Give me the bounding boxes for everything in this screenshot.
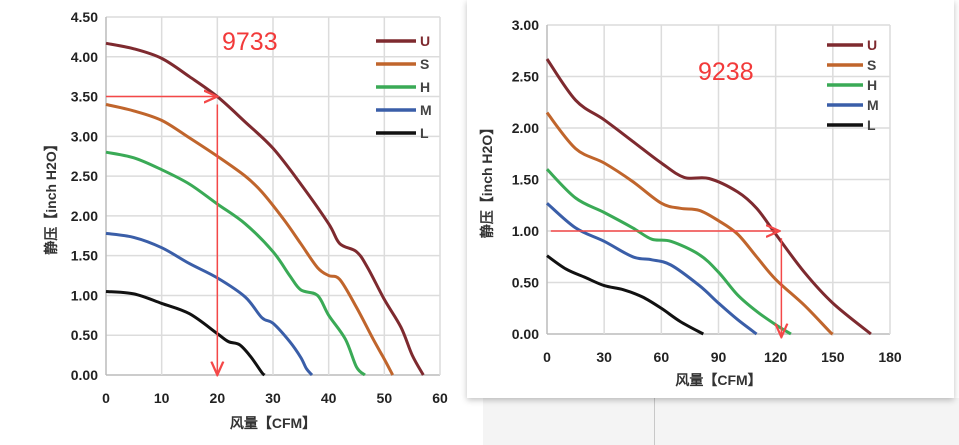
legend-label-M: M xyxy=(420,102,432,118)
y-tick-label: 2.50 xyxy=(512,69,539,85)
y-axis-label: 静压【inch H2O】 xyxy=(479,121,495,238)
x-axis-label: 风量【CFM】 xyxy=(675,372,761,388)
y-tick-label: 1.50 xyxy=(512,172,539,188)
x-tick-label: 120 xyxy=(764,349,788,365)
legend-label-M: M xyxy=(867,97,879,113)
model-label: 9733 xyxy=(222,28,278,56)
x-tick-label: 0 xyxy=(102,390,110,406)
y-tick-label: 0.00 xyxy=(71,367,98,383)
x-tick-label: 40 xyxy=(321,390,337,406)
x-tick-label: 60 xyxy=(654,349,670,365)
chart-card-9238 xyxy=(467,0,954,398)
series-line-U xyxy=(545,58,872,336)
y-tick-label: 3.50 xyxy=(71,89,98,105)
series-line-M xyxy=(546,202,758,336)
series-line-S xyxy=(545,111,835,336)
x-tick-label: 150 xyxy=(821,349,845,365)
model-label: 9238 xyxy=(698,58,754,86)
series-line-H xyxy=(545,168,792,336)
y-tick-label: 3.00 xyxy=(512,17,539,33)
y-tick-label: 2.00 xyxy=(71,208,98,224)
legend-label-H: H xyxy=(420,79,430,95)
x-tick-label: 90 xyxy=(711,349,727,365)
legend-label-U: U xyxy=(867,37,877,53)
x-axis-label: 风量【CFM】 xyxy=(230,415,316,431)
legend-label-H: H xyxy=(867,77,877,93)
legend-label-L: L xyxy=(420,125,429,141)
y-tick-label: 1.00 xyxy=(512,223,539,239)
y-tick-label: 3.00 xyxy=(71,128,98,144)
series-line-H xyxy=(105,150,366,377)
legend-label-S: S xyxy=(420,56,429,72)
series-line-M xyxy=(105,231,314,377)
y-tick-label: 0.00 xyxy=(512,326,539,342)
y-tick-label: 4.00 xyxy=(71,49,98,65)
y-tick-label: 4.50 xyxy=(71,9,98,25)
divider xyxy=(654,398,655,445)
x-tick-label: 20 xyxy=(210,390,226,406)
x-tick-label: 30 xyxy=(265,390,281,406)
x-tick-label: 0 xyxy=(543,349,551,365)
legend-label-L: L xyxy=(867,117,876,133)
y-tick-label: 2.00 xyxy=(512,120,539,136)
x-tick-label: 50 xyxy=(377,390,393,406)
y-tick-label: 0.50 xyxy=(71,327,98,343)
series-line-L xyxy=(105,290,266,377)
x-tick-label: 30 xyxy=(596,349,612,365)
x-tick-label: 60 xyxy=(432,390,448,406)
y-tick-label: 0.50 xyxy=(512,275,539,291)
y-tick-label: 2.50 xyxy=(71,168,98,184)
series-line-U xyxy=(105,41,425,376)
y-tick-label: 1.50 xyxy=(71,248,98,264)
x-tick-label: 180 xyxy=(878,349,902,365)
series-line-S xyxy=(105,103,395,376)
legend-label-S: S xyxy=(867,57,876,73)
legend-label-U: U xyxy=(420,33,430,49)
background-panel xyxy=(483,398,959,445)
y-tick-label: 1.00 xyxy=(71,287,98,303)
y-axis-label: 静压【inch H2O】 xyxy=(43,137,59,254)
x-tick-label: 10 xyxy=(154,390,170,406)
series-line-L xyxy=(546,254,705,336)
